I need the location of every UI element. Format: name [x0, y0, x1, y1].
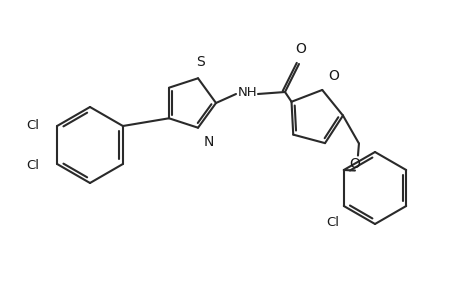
Text: Cl: Cl — [325, 216, 338, 229]
Text: O: O — [349, 157, 359, 170]
Text: O: O — [295, 42, 306, 56]
Text: O: O — [328, 69, 338, 83]
Text: Cl: Cl — [26, 158, 39, 172]
Text: N: N — [204, 135, 214, 149]
Text: Cl: Cl — [26, 118, 39, 131]
Text: S: S — [195, 55, 204, 69]
Text: NH: NH — [238, 85, 257, 98]
